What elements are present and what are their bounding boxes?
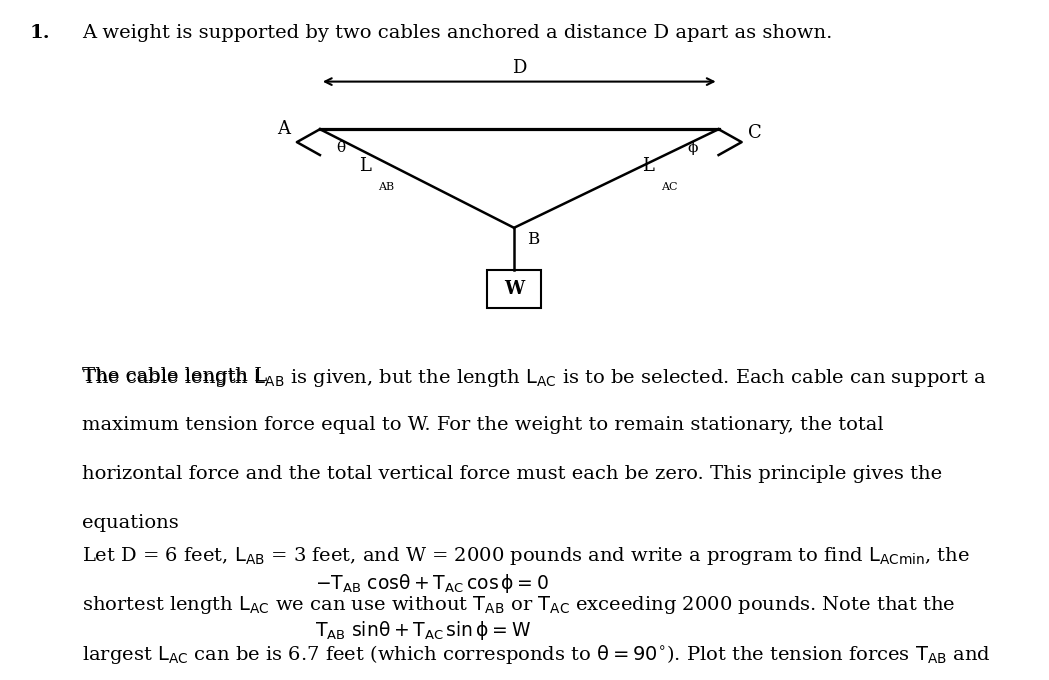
Text: A: A — [278, 120, 291, 138]
Text: θ: θ — [337, 141, 346, 156]
Text: L: L — [359, 157, 371, 175]
Text: largest $\mathrm{L_{AC}}$ can be is 6.7 feet (which corresponds to $\mathrm{\the: largest $\mathrm{L_{AC}}$ can be is 6.7 … — [82, 643, 990, 666]
Text: $\mathrm{-T_{AB}}$ $\mathrm{cos\theta + T_{AC}\,cos\,\phi = 0}$: $\mathrm{-T_{AB}}$ $\mathrm{cos\theta + … — [315, 572, 549, 595]
Text: W: W — [504, 280, 524, 298]
Bar — [487, 270, 541, 307]
Text: Let D = 6 feet, $\mathrm{L_{AB}}$ = 3 feet, and W = 2000 pounds and write a prog: Let D = 6 feet, $\mathrm{L_{AB}}$ = 3 fe… — [82, 545, 969, 567]
Text: AC: AC — [662, 182, 678, 192]
Text: C: C — [748, 124, 762, 141]
Text: The cable length $\mathrm{L_{AB}}$ is given, but the length $\mathrm{L_{AC}}$ is: The cable length $\mathrm{L_{AB}}$ is gi… — [82, 367, 986, 389]
Text: horizontal force and the total vertical force must each be zero. This principle : horizontal force and the total vertical … — [82, 465, 942, 483]
Text: 1.: 1. — [29, 24, 50, 41]
Text: A weight is supported by two cables anchored a distance D apart as shown.: A weight is supported by two cables anch… — [82, 24, 832, 41]
Text: L: L — [642, 157, 655, 175]
Text: equations: equations — [82, 514, 178, 532]
Text: D: D — [512, 59, 527, 77]
Text: B: B — [527, 231, 539, 248]
Text: maximum tension force equal to W. For the weight to remain stationary, the total: maximum tension force equal to W. For th… — [82, 416, 883, 434]
Text: AB: AB — [378, 182, 394, 192]
Text: $\mathrm{T_{AB}}$ $\mathrm{sin\theta + T_{AC}\,sin\,\phi = W}$: $\mathrm{T_{AB}}$ $\mathrm{sin\theta + T… — [315, 619, 531, 643]
Text: ϕ: ϕ — [687, 141, 698, 156]
Text: The cable length L: The cable length L — [82, 367, 267, 385]
Text: shortest length $\mathrm{L_{AC}}$ we can use without $\mathrm{T_{AB}}$ or $\math: shortest length $\mathrm{L_{AC}}$ we can… — [82, 594, 955, 616]
